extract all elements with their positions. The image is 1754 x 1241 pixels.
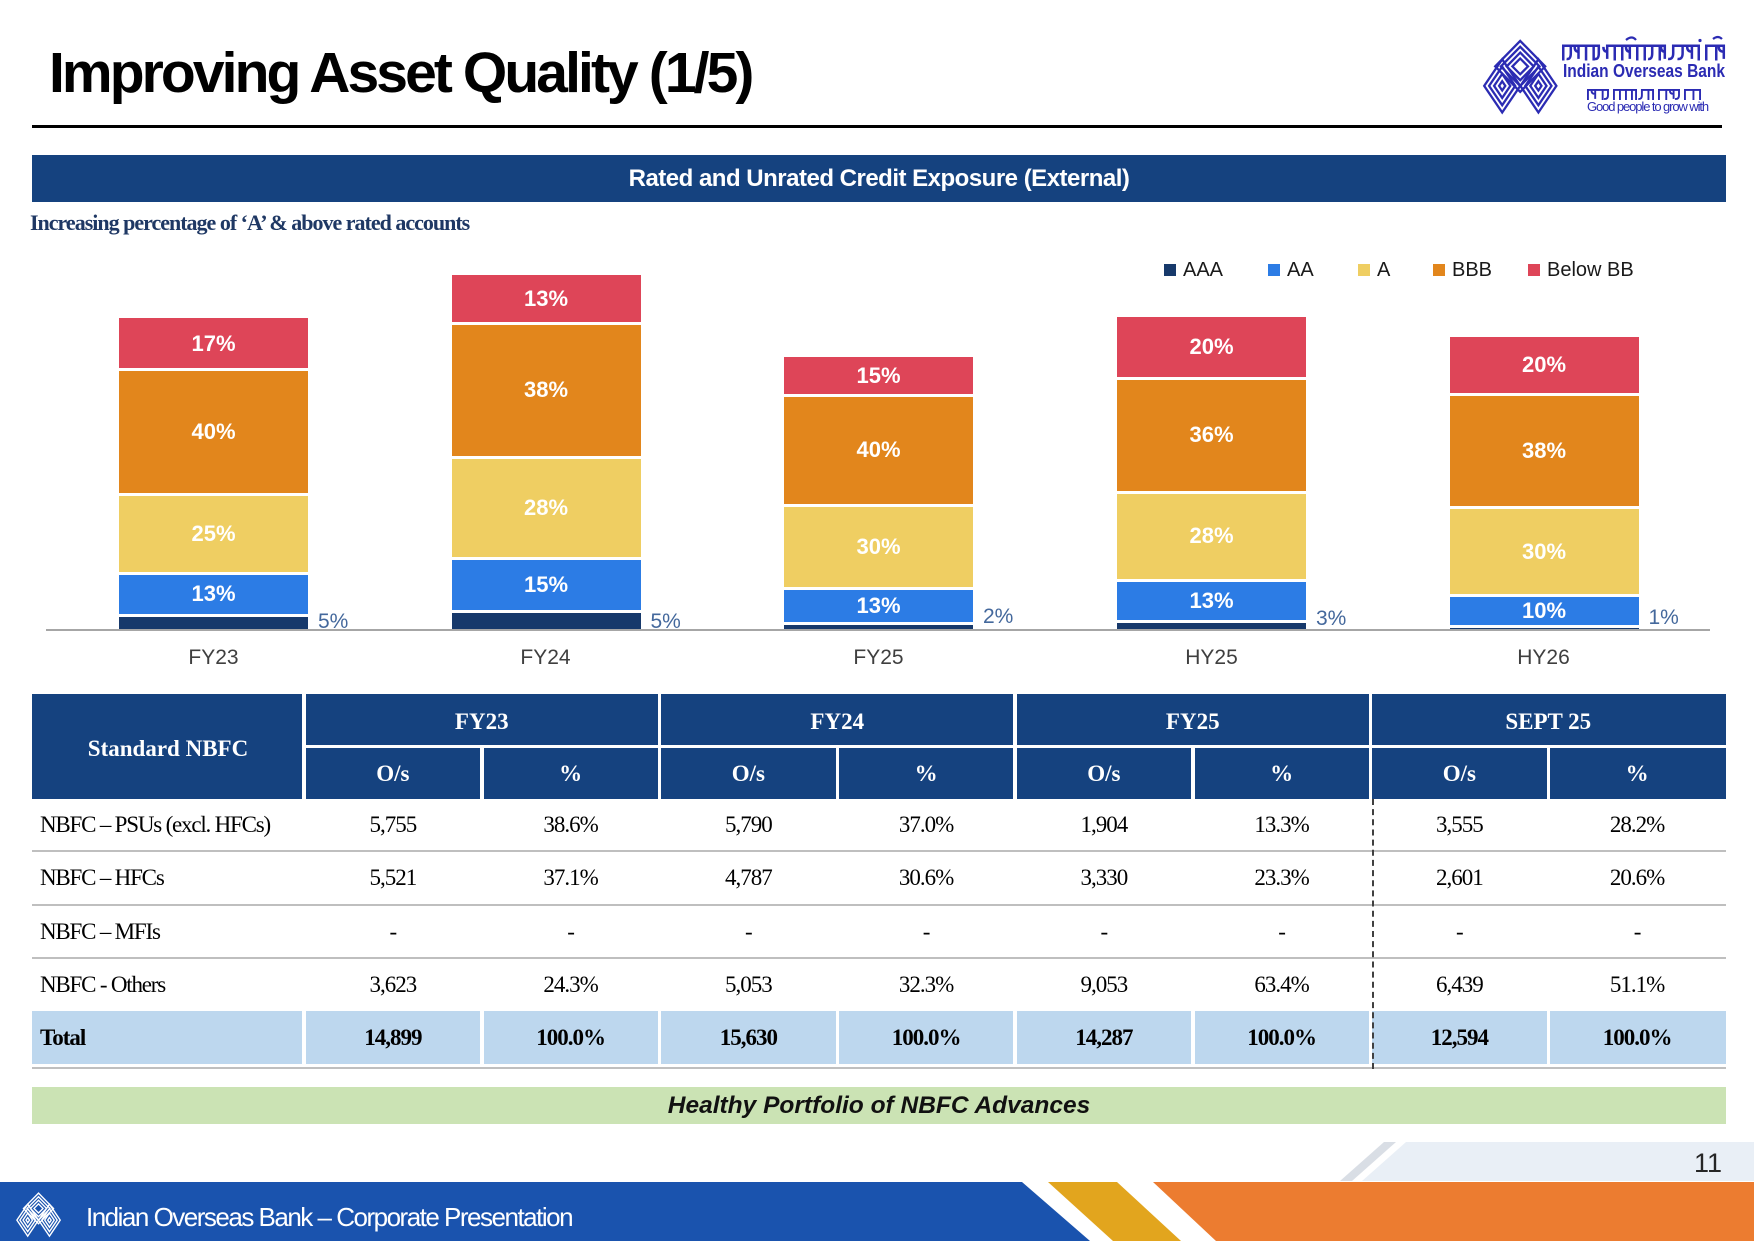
svg-text:Good people to grow with: Good people to grow with [1587,99,1709,114]
svg-text:Indian Overseas Bank: Indian Overseas Bank [1563,61,1726,81]
